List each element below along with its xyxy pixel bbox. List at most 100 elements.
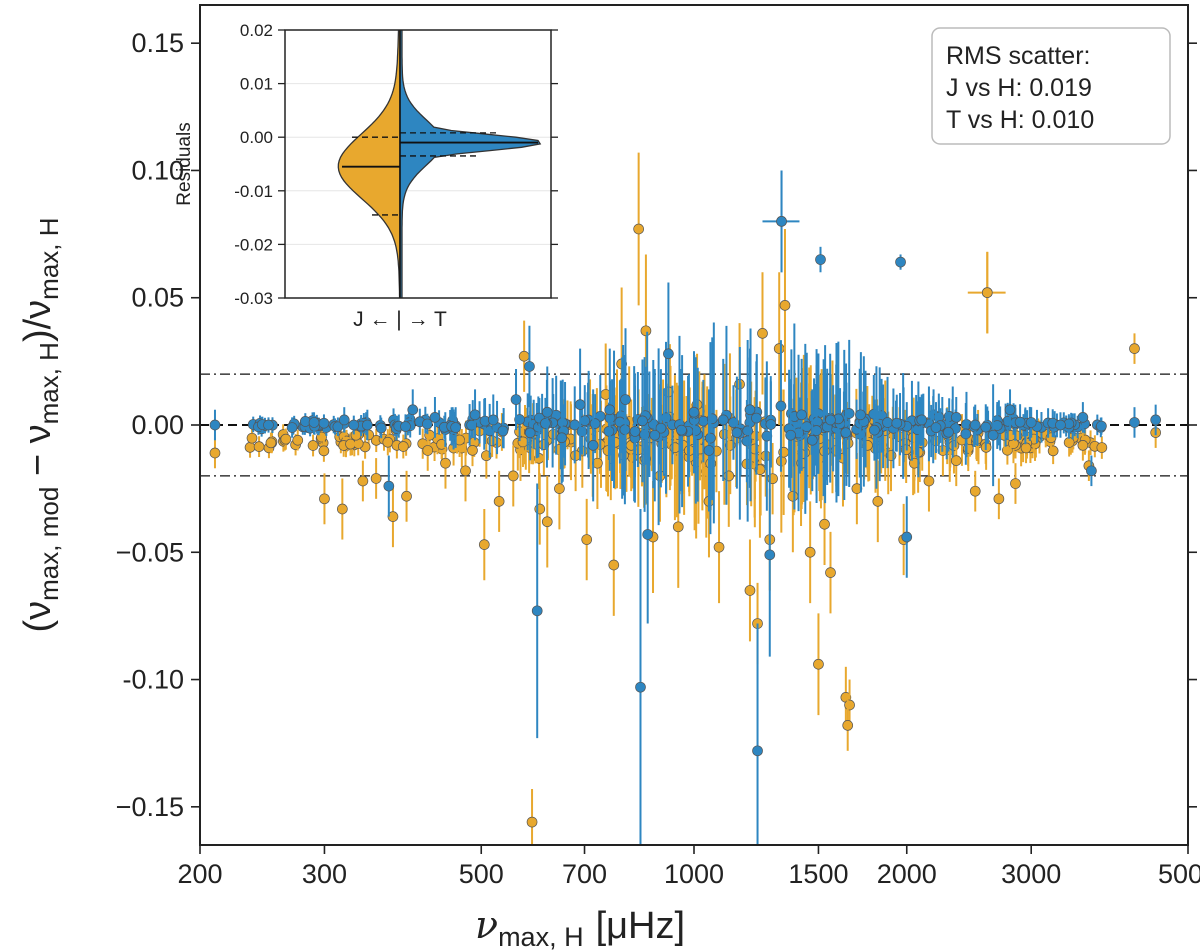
x-tick-label: 700: [562, 859, 607, 889]
series-j-point: [844, 699, 855, 711]
series-j-point: [1010, 478, 1021, 489]
series-j-point: [723, 470, 735, 482]
series-j-point: [292, 434, 304, 446]
series-t-point: [348, 419, 360, 431]
series-j-point: [244, 442, 256, 453]
series-j-point: [819, 518, 830, 530]
series-t-point: [604, 404, 616, 416]
inset-y-tick-label: -0.01: [234, 182, 273, 201]
x-axis-ticks: 200 300 500 700 1000 1500 2000 3000 5000: [177, 845, 1200, 889]
series-t-point: [731, 427, 743, 438]
series-t-point: [882, 417, 893, 428]
series-t-point: [796, 409, 807, 421]
series-t-point: [450, 422, 462, 433]
series-t-point: [663, 348, 674, 360]
series-j-point: [319, 493, 330, 505]
series-t-point: [987, 429, 999, 441]
series-t-point: [901, 531, 913, 543]
series-j-point: [486, 435, 498, 447]
series-t-point: [698, 415, 709, 427]
series-j-point: [981, 287, 993, 298]
inset-y-tick-label: -0.03: [234, 289, 273, 308]
y-tick-label: −0.15: [116, 792, 184, 822]
series-j-point: [1077, 440, 1089, 451]
series-j-point: [246, 432, 258, 444]
series-t-point: [531, 605, 543, 617]
series-t-point: [407, 404, 419, 416]
series-j-point: [318, 445, 330, 457]
series-j-point: [787, 490, 799, 502]
series-t-point: [703, 445, 715, 456]
legend-box: [931, 27, 1171, 145]
series-j-point: [713, 541, 725, 553]
series-t-point: [541, 406, 553, 418]
series-j-point: [804, 546, 816, 558]
series-j-point: [779, 300, 791, 311]
series-j-point: [842, 720, 854, 731]
series-t-point: [540, 418, 551, 429]
series-t-point: [649, 429, 661, 441]
series-j-point: [478, 539, 490, 550]
series-j-point: [757, 328, 768, 339]
series-t-point: [263, 419, 274, 431]
series-j-point: [382, 436, 394, 448]
series-j-point: [950, 455, 962, 466]
series-t-point: [960, 428, 972, 440]
series-t-point: [574, 399, 586, 410]
series-t-point: [806, 434, 818, 446]
series-t-point: [752, 745, 763, 757]
series-t-point: [815, 254, 826, 265]
series-t-point: [362, 419, 373, 431]
x-axis-label: νmax, H [μHz]: [475, 903, 685, 950]
series-j-point: [608, 559, 620, 571]
x-tick-label: 5000: [1158, 859, 1200, 889]
series-t-point: [308, 417, 320, 428]
series-t-point: [1086, 465, 1097, 477]
series-j-point: [397, 441, 409, 452]
inset-violin-shapes: [337, 30, 542, 298]
series-t-point: [930, 422, 942, 433]
series-t-point: [840, 427, 852, 438]
series-t-point: [635, 681, 646, 693]
series-t-point: [1055, 419, 1066, 431]
series-t-point: [895, 256, 906, 268]
x-tick-label: 3000: [1001, 859, 1061, 889]
series-t-point: [775, 400, 787, 412]
series-t-point: [1077, 412, 1089, 423]
series-t-point: [1004, 404, 1016, 416]
series-t-point: [579, 415, 591, 427]
series-j-point: [744, 585, 756, 596]
series-t-point: [338, 414, 350, 426]
series-j-point: [581, 534, 593, 545]
series-t-point: [776, 216, 787, 227]
series-t-point: [421, 418, 433, 430]
series-t-point: [717, 414, 729, 426]
series-t-point: [855, 409, 866, 421]
series-j-point: [467, 445, 478, 456]
y-tick-label: -0.10: [122, 665, 184, 695]
series-t-point: [400, 421, 411, 432]
series-j-point: [336, 503, 348, 515]
series-t-point: [764, 549, 776, 561]
series-t-point: [318, 417, 330, 429]
series-t-point: [286, 422, 298, 433]
series-t-point: [589, 418, 601, 429]
violin-half-t: [399, 30, 542, 298]
series-t-point: [660, 412, 672, 424]
series-t-point: [801, 421, 813, 433]
series-j-point: [454, 434, 465, 446]
series-t-point: [375, 422, 387, 434]
series-t-point: [750, 412, 762, 424]
y-tick-label: 0.00: [131, 410, 184, 440]
series-j-point: [633, 223, 645, 235]
x-tick-label: 200: [177, 859, 222, 889]
series-t-point: [1014, 416, 1026, 428]
series-j-point: [541, 516, 553, 528]
series-j-point: [493, 496, 505, 507]
series-t-point: [332, 421, 344, 433]
series-j-point: [357, 475, 369, 487]
series-j-point: [1096, 442, 1108, 453]
inset-frame: [284, 29, 552, 299]
series-t-point: [469, 409, 481, 421]
